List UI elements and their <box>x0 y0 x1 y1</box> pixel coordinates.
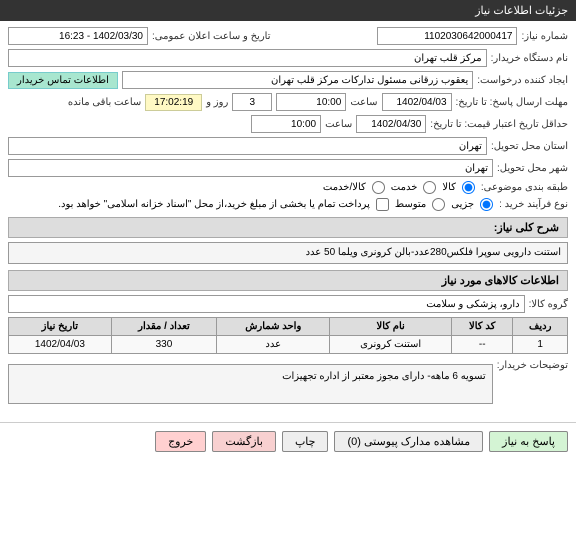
contact-info-button[interactable]: اطلاعات تماس خریدار <box>8 72 118 89</box>
category-label: طبقه بندی موضوعی: <box>481 182 568 193</box>
goods-group-label: گروه کالا: <box>529 299 568 310</box>
deadline-remain: 17:02:19 <box>145 94 202 111</box>
validity-label: حداقل تاریخ اعتبار قیمت: تا تاریخ: <box>430 119 568 130</box>
td-name: استنت کرونری <box>330 336 452 354</box>
treasury-checkbox[interactable] <box>376 198 389 211</box>
attachments-button[interactable]: مشاهده مدارک پیوستی (0) <box>334 431 483 452</box>
td-code: -- <box>452 336 513 354</box>
public-announce-label: تاریخ و ساعت اعلان عمومی: <box>152 31 271 42</box>
th-name: نام کالا <box>330 318 452 336</box>
delivery-province-value: تهران <box>8 137 487 155</box>
deadline-time-label: ساعت <box>350 97 377 108</box>
back-button[interactable]: بازگشت <box>212 431 276 452</box>
category-radio-service[interactable] <box>423 181 436 194</box>
goods-header: اطلاعات کالاهای مورد نیاز <box>8 270 568 291</box>
exit-button[interactable]: خروج <box>155 431 206 452</box>
deadline-remain-label: ساعت باقی مانده <box>68 97 141 108</box>
main-desc-value: استنت دارویی سوپرا فلکس280عدد-بالن کرونر… <box>8 242 568 264</box>
category-radio-goods[interactable] <box>462 181 475 194</box>
purchase-type-note: پرداخت تمام یا بخشی از مبلغ خرید،از محل … <box>58 199 370 210</box>
requester-value: یعقوب زرقانی مسئول تدارکات مرکز قلب تهرا… <box>122 71 473 89</box>
request-number-label: شماره نیاز: <box>521 31 568 42</box>
deadline-date: 1402/04/03 <box>382 93 452 111</box>
purchase-type-label: نوع فرآیند خرید : <box>499 199 568 210</box>
deadline-days: 3 <box>232 93 272 111</box>
requester-label: ایجاد کننده درخواست: <box>477 75 568 86</box>
td-date: 1402/04/03 <box>9 336 112 354</box>
validity-date: 1402/04/30 <box>356 115 426 133</box>
goods-table: ردیف کد کالا نام کالا واحد شمارش تعداد /… <box>8 317 568 354</box>
validity-time-label: ساعت <box>325 119 352 130</box>
buyer-org-label: نام دستگاه خریدار: <box>491 53 568 64</box>
buyer-notes-label: توضیحات خریدار: <box>497 360 568 371</box>
th-row: ردیف <box>513 318 568 336</box>
td-row: 1 <box>513 336 568 354</box>
deadline-time: 10:00 <box>276 93 346 111</box>
th-date: تاریخ نیاز <box>9 318 112 336</box>
td-qty: 330 <box>111 336 217 354</box>
deadline-label: مهلت ارسال پاسخ: تا تاریخ: <box>456 97 568 108</box>
purchase-type-radio-minor[interactable] <box>480 198 493 211</box>
public-announce-value: 1402/03/30 - 16:23 <box>8 27 148 45</box>
category-opt-goods: کالا <box>442 182 456 193</box>
delivery-city-value: تهران <box>8 159 493 177</box>
main-desc-label: شرح کلی نیاز: <box>8 217 568 238</box>
th-code: کد کالا <box>452 318 513 336</box>
th-qty: تعداد / مقدار <box>111 318 217 336</box>
goods-group-value: دارو، پزشکی و سلامت <box>8 295 525 313</box>
category-opt-service: خدمت <box>391 182 418 193</box>
td-unit: عدد <box>217 336 330 354</box>
delivery-city-label: شهر محل تحویل: <box>497 163 568 174</box>
delivery-province-label: استان محل تحویل: <box>491 141 568 152</box>
th-unit: واحد شمارش <box>217 318 330 336</box>
buyer-notes-value: تسویه 6 ماهه- دارای مجوز معتبر از اداره … <box>8 364 493 404</box>
purchase-type-opt-medium: متوسط <box>395 199 426 210</box>
category-radio-both[interactable] <box>372 181 385 194</box>
purchase-type-radio-medium[interactable] <box>432 198 445 211</box>
purchase-type-opt-minor: جزیی <box>451 199 474 210</box>
deadline-days-label: روز و <box>206 97 228 108</box>
print-button[interactable]: چاپ <box>282 431 329 452</box>
validity-time: 10:00 <box>251 115 321 133</box>
table-row[interactable]: 1 -- استنت کرونری عدد 330 1402/04/03 <box>9 336 568 354</box>
respond-button[interactable]: پاسخ به نیاز <box>489 431 568 452</box>
buyer-org-value: مرکز قلب تهران <box>8 49 487 67</box>
category-opt-both: کالا/خدمت <box>323 182 366 193</box>
request-number-value: 1102030642000417 <box>377 27 517 45</box>
title-bar: جزئیات اطلاعات نیاز <box>0 0 576 21</box>
